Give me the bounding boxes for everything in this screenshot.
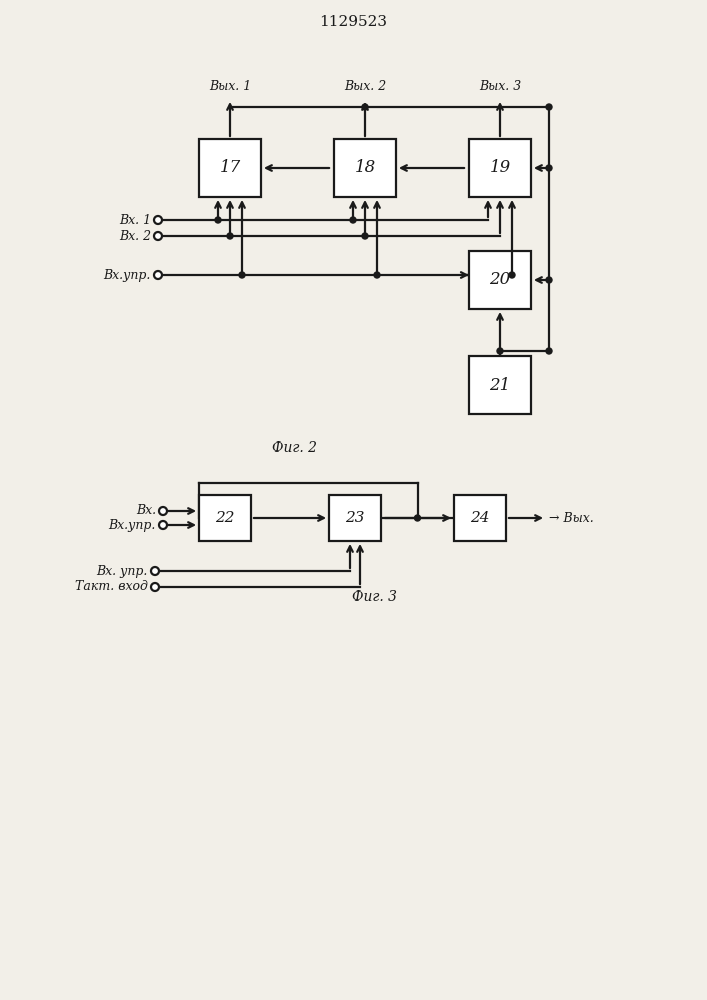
Bar xyxy=(469,251,531,309)
Text: Вх. упр.: Вх. упр. xyxy=(97,564,148,578)
Bar xyxy=(334,139,396,197)
Text: 17: 17 xyxy=(219,159,240,176)
Text: 1129523: 1129523 xyxy=(319,15,387,29)
Text: 21: 21 xyxy=(489,376,510,393)
Circle shape xyxy=(497,348,503,354)
Text: Вх.: Вх. xyxy=(136,504,156,518)
Circle shape xyxy=(546,277,552,283)
Text: Такт. вход: Такт. вход xyxy=(75,580,148,593)
Text: 23: 23 xyxy=(345,511,365,525)
Circle shape xyxy=(546,348,552,354)
Text: 24: 24 xyxy=(470,511,490,525)
Circle shape xyxy=(414,515,421,521)
Bar xyxy=(469,139,531,197)
Bar xyxy=(199,139,261,197)
Circle shape xyxy=(154,216,162,224)
Circle shape xyxy=(509,272,515,278)
Text: Вых. 2: Вых. 2 xyxy=(344,80,386,93)
Circle shape xyxy=(227,233,233,239)
Circle shape xyxy=(154,271,162,279)
Text: Вых. 1: Вых. 1 xyxy=(209,80,251,93)
Text: 22: 22 xyxy=(215,511,235,525)
Circle shape xyxy=(374,272,380,278)
Bar xyxy=(329,495,381,541)
Text: Вых. 3: Вых. 3 xyxy=(479,80,521,93)
Circle shape xyxy=(159,521,167,529)
Circle shape xyxy=(350,217,356,223)
Circle shape xyxy=(362,233,368,239)
Text: → Вых.: → Вых. xyxy=(549,512,594,524)
Text: 19: 19 xyxy=(489,159,510,176)
Circle shape xyxy=(362,104,368,110)
Circle shape xyxy=(215,217,221,223)
Circle shape xyxy=(546,165,552,171)
Circle shape xyxy=(239,272,245,278)
Text: Вх.упр.: Вх.упр. xyxy=(109,518,156,532)
Text: Вх. 1: Вх. 1 xyxy=(119,214,151,227)
Circle shape xyxy=(151,567,159,575)
Text: Вх. 2: Вх. 2 xyxy=(119,230,151,242)
Circle shape xyxy=(546,104,552,110)
Bar xyxy=(469,356,531,414)
Text: 18: 18 xyxy=(354,159,375,176)
Circle shape xyxy=(159,507,167,515)
Text: Вх.упр.: Вх.упр. xyxy=(104,268,151,282)
Text: Фиг. 3: Фиг. 3 xyxy=(353,590,397,604)
Text: Фиг. 2: Фиг. 2 xyxy=(272,441,317,455)
Circle shape xyxy=(151,583,159,591)
Text: 20: 20 xyxy=(489,271,510,288)
Bar xyxy=(454,495,506,541)
Circle shape xyxy=(154,232,162,240)
Bar xyxy=(199,495,251,541)
